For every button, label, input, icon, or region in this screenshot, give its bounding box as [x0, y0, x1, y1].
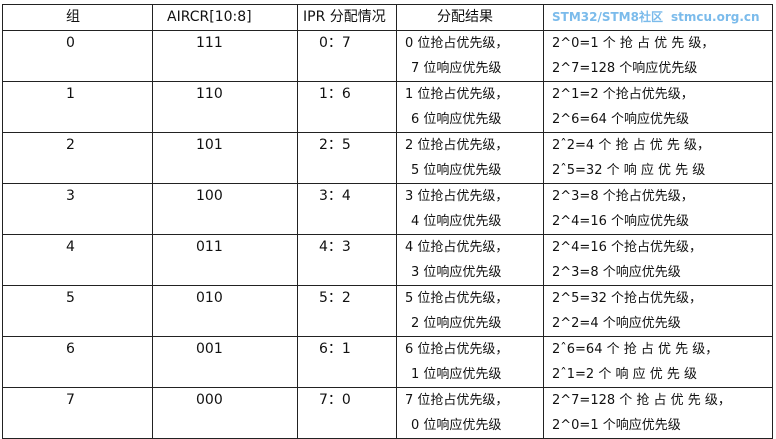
result-preempt: 6 位抢占优先级，	[405, 342, 509, 357]
count-preempt: 2ˆ2=4 个 抢 占 优 先 级，	[552, 138, 710, 153]
cell-count: 2^7=128 个 抢 占 优 先 级， 2^0=1 个响应优先级	[543, 387, 773, 439]
count-preempt: 2^4=16 个抢占优先级，	[552, 240, 703, 255]
count-preempt: 2^0=1 个 抢 占 优 先 级，	[552, 36, 715, 51]
cell-count: 2^1=2 个抢占优先级， 2^6=64 个响应优先级	[543, 81, 773, 133]
table-row: 6 001 6：1 6 位抢占优先级， 1 位响应优先级 2ˆ6=64 个 抢 占 优 先…	[2, 336, 773, 388]
count-sub: 2^6=64 个响应优先级	[552, 112, 690, 127]
cell-aircr: 100	[152, 183, 298, 235]
cell-ipr: 6：1	[297, 336, 397, 388]
watermark: STM32/STM8社区 stmcu.org.cn	[552, 10, 760, 24]
result-preempt: 2 位抢占优先级，	[405, 138, 509, 153]
cell-ipr: 1：6	[297, 81, 397, 133]
result-preempt: 4 位抢占优先级，	[405, 240, 509, 255]
result-preempt: 7 位抢占优先级，	[405, 393, 509, 408]
result-sub: 7 位响应优先级	[411, 61, 502, 76]
watermark-title: STM32/STM8社区	[552, 10, 663, 24]
cell-aircr: 010	[152, 285, 298, 337]
table-row: 1 110 1：6 1 位抢占优先级， 6 位响应优先级 2^1=2 个抢占优先级， 2^6…	[2, 81, 773, 133]
result-sub: 2 位响应优先级	[411, 316, 502, 331]
table-row: 7 000 7：0 7 位抢占优先级， 0 位响应优先级 2^7=128 个 抢 占 优 …	[2, 387, 773, 439]
cell-aircr: 111	[152, 30, 298, 82]
cell-group: 2	[2, 132, 153, 184]
cell-group: 0	[2, 30, 153, 82]
cell-aircr: 110	[152, 81, 298, 133]
result-sub: 4 位响应优先级	[411, 214, 502, 229]
cell-aircr: 000	[152, 387, 298, 439]
cell-ipr: 0：7	[297, 30, 397, 82]
cell-result: 4 位抢占优先级， 3 位响应优先级	[396, 234, 544, 286]
cell-result: 5 位抢占优先级， 2 位响应优先级	[396, 285, 544, 337]
cell-result: 2 位抢占优先级， 5 位响应优先级	[396, 132, 544, 184]
cell-count: 2^3=8 个抢占优先级， 2^4=16 个响应优先级	[543, 183, 773, 235]
result-preempt: 0 位抢占优先级，	[405, 36, 509, 51]
cell-result: 7 位抢占优先级， 0 位响应优先级	[396, 387, 544, 439]
cell-aircr: 011	[152, 234, 298, 286]
cell-group: 1	[2, 81, 153, 133]
count-preempt: 2^3=8 个抢占优先级，	[552, 189, 694, 204]
table-row: 5 010 5：2 5 位抢占优先级， 2 位响应优先级 2^5=32 个抢占优先级， 2^…	[2, 285, 773, 337]
cell-group: 6	[2, 336, 153, 388]
cell-result: 1 位抢占优先级， 6 位响应优先级	[396, 81, 544, 133]
cell-count: 2^0=1 个 抢 占 优 先 级， 2^7=128 个响应优先级	[543, 30, 773, 82]
cell-aircr: 101	[152, 132, 298, 184]
header-count: STM32/STM8社区 stmcu.org.cn	[543, 4, 773, 31]
result-preempt: 5 位抢占优先级，	[405, 291, 509, 306]
result-preempt: 1 位抢占优先级，	[405, 87, 509, 102]
count-sub: 2^3=8 个响应优先级	[552, 265, 681, 280]
count-preempt: 2^7=128 个 抢 占 优 先 级，	[552, 393, 731, 408]
table-row: 2 101 2：5 2 位抢占优先级， 5 位响应优先级 2ˆ2=4 个 抢 占 优 先 …	[2, 132, 773, 184]
table-row: 3 100 3：4 3 位抢占优先级， 4 位响应优先级 2^3=8 个抢占优先级， 2^4…	[2, 183, 773, 235]
cell-count: 2^4=16 个抢占优先级， 2^3=8 个响应优先级	[543, 234, 773, 286]
cell-group: 4	[2, 234, 153, 286]
result-sub: 0 位响应优先级	[411, 418, 502, 433]
cell-ipr: 5：2	[297, 285, 397, 337]
count-sub: 2^2=4 个响应优先级	[552, 316, 681, 331]
count-preempt: 2ˆ6=64 个 抢 占 优 先 级，	[552, 342, 719, 357]
table-row: 0 111 0：7 0 位抢占优先级， 7 位响应优先级 2^0=1 个 抢 占 优 先 …	[2, 30, 773, 82]
result-preempt: 3 位抢占优先级，	[405, 189, 509, 204]
count-preempt: 2^5=32 个抢占优先级，	[552, 291, 703, 306]
cell-result: 3 位抢占优先级， 4 位响应优先级	[396, 183, 544, 235]
header-ipr: IPR 分配情况	[297, 4, 397, 31]
result-sub: 5 位响应优先级	[411, 163, 502, 178]
result-sub: 1 位响应优先级	[411, 367, 502, 382]
result-sub: 6 位响应优先级	[411, 112, 502, 127]
cell-ipr: 7：0	[297, 387, 397, 439]
cell-aircr: 001	[152, 336, 298, 388]
header-aircr: AIRCR[10:8]	[152, 4, 298, 31]
count-preempt: 2^1=2 个抢占优先级，	[552, 87, 694, 102]
header-group: 组	[2, 4, 153, 31]
count-sub: 2ˆ5=32 个 响 应 优 先 级	[552, 163, 706, 178]
cell-result: 0 位抢占优先级， 7 位响应优先级	[396, 30, 544, 82]
cell-group: 5	[2, 285, 153, 337]
cell-result: 6 位抢占优先级， 1 位响应优先级	[396, 336, 544, 388]
cell-group: 3	[2, 183, 153, 235]
count-sub: 2ˆ1=2 个 响 应 优 先 级	[552, 367, 697, 382]
priority-group-table: 组 AIRCR[10:8] IPR 分配情况 分配结果 STM32/STM8社区…	[2, 4, 773, 439]
count-sub: 2^0=1 个响应优先级	[552, 418, 681, 433]
count-sub: 2^7=128 个响应优先级	[552, 61, 698, 76]
table-header-row: 组 AIRCR[10:8] IPR 分配情况 分配结果 STM32/STM8社区…	[2, 4, 773, 31]
result-sub: 3 位响应优先级	[411, 265, 502, 280]
cell-ipr: 4：3	[297, 234, 397, 286]
table-row: 4 011 4：3 4 位抢占优先级， 3 位响应优先级 2^4=16 个抢占优先级， 2^…	[2, 234, 773, 286]
cell-group: 7	[2, 387, 153, 439]
header-result: 分配结果	[396, 4, 544, 31]
cell-count: 2ˆ2=4 个 抢 占 优 先 级， 2ˆ5=32 个 响 应 优 先 级	[543, 132, 773, 184]
cell-count: 2ˆ6=64 个 抢 占 优 先 级， 2ˆ1=2 个 响 应 优 先 级	[543, 336, 773, 388]
cell-ipr: 2：5	[297, 132, 397, 184]
cell-ipr: 3：4	[297, 183, 397, 235]
watermark-url: stmcu.org.cn	[670, 10, 760, 24]
count-sub: 2^4=16 个响应优先级	[552, 214, 690, 229]
cell-count: 2^5=32 个抢占优先级， 2^2=4 个响应优先级	[543, 285, 773, 337]
